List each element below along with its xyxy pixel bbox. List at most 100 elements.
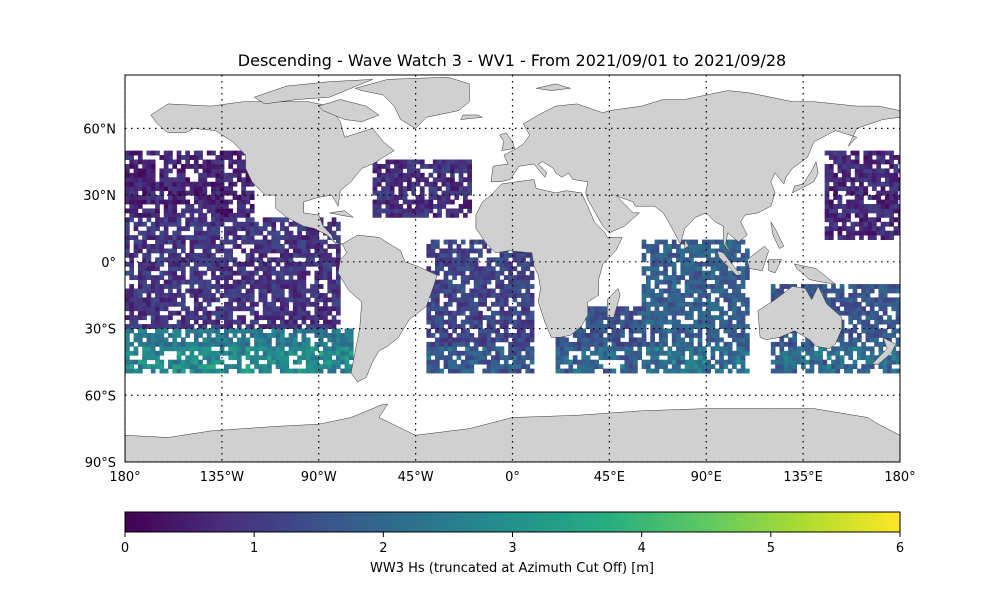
wave-height-cell [219, 212, 225, 218]
wave-height-cell [206, 252, 212, 258]
wave-height-cell [428, 181, 434, 187]
wave-height-cell [473, 279, 479, 285]
wave-height-cell [224, 208, 229, 214]
wave-height-cell [232, 364, 238, 369]
wave-height-cell [163, 226, 169, 232]
wave-height-cell [650, 275, 655, 281]
wave-height-cell [284, 368, 290, 374]
wave-height-cell [854, 177, 860, 183]
wave-height-cell [133, 319, 139, 325]
wave-height-cell [521, 346, 526, 352]
wave-height-cell [486, 359, 492, 365]
wave-height-cell [262, 301, 268, 307]
wave-height-cell [211, 190, 216, 196]
wave-height-cell [641, 319, 647, 325]
wave-height-cell [310, 257, 315, 263]
wave-height-cell [465, 355, 470, 361]
wave-height-cell [516, 355, 522, 361]
wave-height-cell [671, 301, 677, 307]
wave-height-cell [839, 355, 845, 361]
wave-height-cell [813, 359, 819, 365]
wave-height-cell [314, 244, 320, 249]
wave-height-cell [732, 306, 737, 312]
wave-height-cell [202, 346, 208, 352]
wave-height-cell [663, 288, 668, 294]
wave-height-cell [740, 257, 746, 263]
wave-height-cell [344, 341, 350, 347]
wave-height-cell [469, 270, 475, 276]
wave-height-cell [499, 288, 505, 294]
wave-height-cell [602, 341, 608, 347]
wave-height-cell [822, 346, 828, 352]
wave-height-cell [318, 337, 324, 343]
wave-height-cell [706, 319, 711, 325]
wave-height-cell [428, 163, 434, 169]
wave-height-cell [495, 355, 500, 361]
wave-height-cell [129, 163, 135, 169]
wave-height-cell [142, 346, 147, 352]
wave-height-cell [155, 257, 160, 263]
wave-height-cell [710, 333, 716, 338]
wave-height-cell [833, 181, 838, 187]
wave-height-cell [779, 364, 785, 369]
land-sulawesi [768, 259, 783, 274]
wave-height-cell [508, 315, 513, 321]
wave-height-cell [452, 368, 457, 374]
wave-height-cell [841, 204, 847, 209]
wave-height-cell [891, 306, 897, 312]
wave-height-cell [460, 239, 466, 245]
wave-height-cell [172, 337, 178, 343]
wave-height-cell [467, 204, 472, 209]
wave-height-cell [185, 364, 190, 369]
wave-height-cell [172, 275, 178, 281]
wave-height-cell [443, 301, 449, 307]
wave-height-cell [137, 333, 143, 338]
wave-height-cell [897, 204, 900, 209]
colorbar-tick-label: 4 [638, 541, 646, 556]
wave-height-cell [865, 364, 871, 369]
wave-height-cell [435, 337, 440, 343]
wave-height-cell [301, 346, 307, 352]
wave-height-cell [305, 252, 311, 258]
wave-height-cell [706, 333, 711, 338]
wave-height-cell [529, 284, 535, 289]
wave-height-cell [848, 350, 854, 356]
wave-height-cell [719, 350, 724, 356]
wave-height-cell [267, 337, 272, 343]
wave-height-cell [284, 341, 290, 347]
wave-height-cell [172, 364, 178, 369]
wave-height-cell [211, 341, 216, 347]
wave-height-cell [292, 270, 298, 276]
wave-height-cell [168, 248, 173, 254]
wave-height-cell [424, 212, 429, 218]
wave-height-cell [833, 172, 838, 178]
wave-height-cell [335, 279, 341, 285]
wave-height-cell [176, 252, 182, 258]
wave-height-cell [641, 239, 647, 245]
wave-height-cell [736, 288, 742, 294]
wave-height-cell [465, 346, 470, 352]
wave-height-cell [180, 177, 186, 183]
wave-height-cell [280, 266, 285, 272]
wave-height-cell [447, 350, 453, 356]
wave-height-cell [745, 266, 750, 272]
wave-height-cell [189, 208, 195, 214]
wave-height-cell [224, 315, 229, 321]
wave-height-cell [844, 346, 849, 352]
wave-height-cell [880, 159, 886, 165]
wave-height-cell [271, 221, 277, 227]
wave-height-cell [402, 199, 408, 205]
wave-height-cell [185, 235, 190, 240]
wave-height-cell [719, 319, 724, 325]
wave-height-cell [486, 368, 492, 374]
wave-height-cell [831, 359, 836, 365]
wave-height-cell [318, 270, 324, 276]
wave-height-cell [219, 244, 225, 249]
wave-height-cell [275, 261, 281, 267]
wave-height-cell [706, 359, 711, 365]
wave-height-cell [318, 239, 324, 245]
wave-height-cell [620, 341, 625, 347]
wave-height-cell [495, 368, 500, 374]
wave-height-cell [189, 257, 195, 263]
wave-height-cell [854, 212, 860, 218]
